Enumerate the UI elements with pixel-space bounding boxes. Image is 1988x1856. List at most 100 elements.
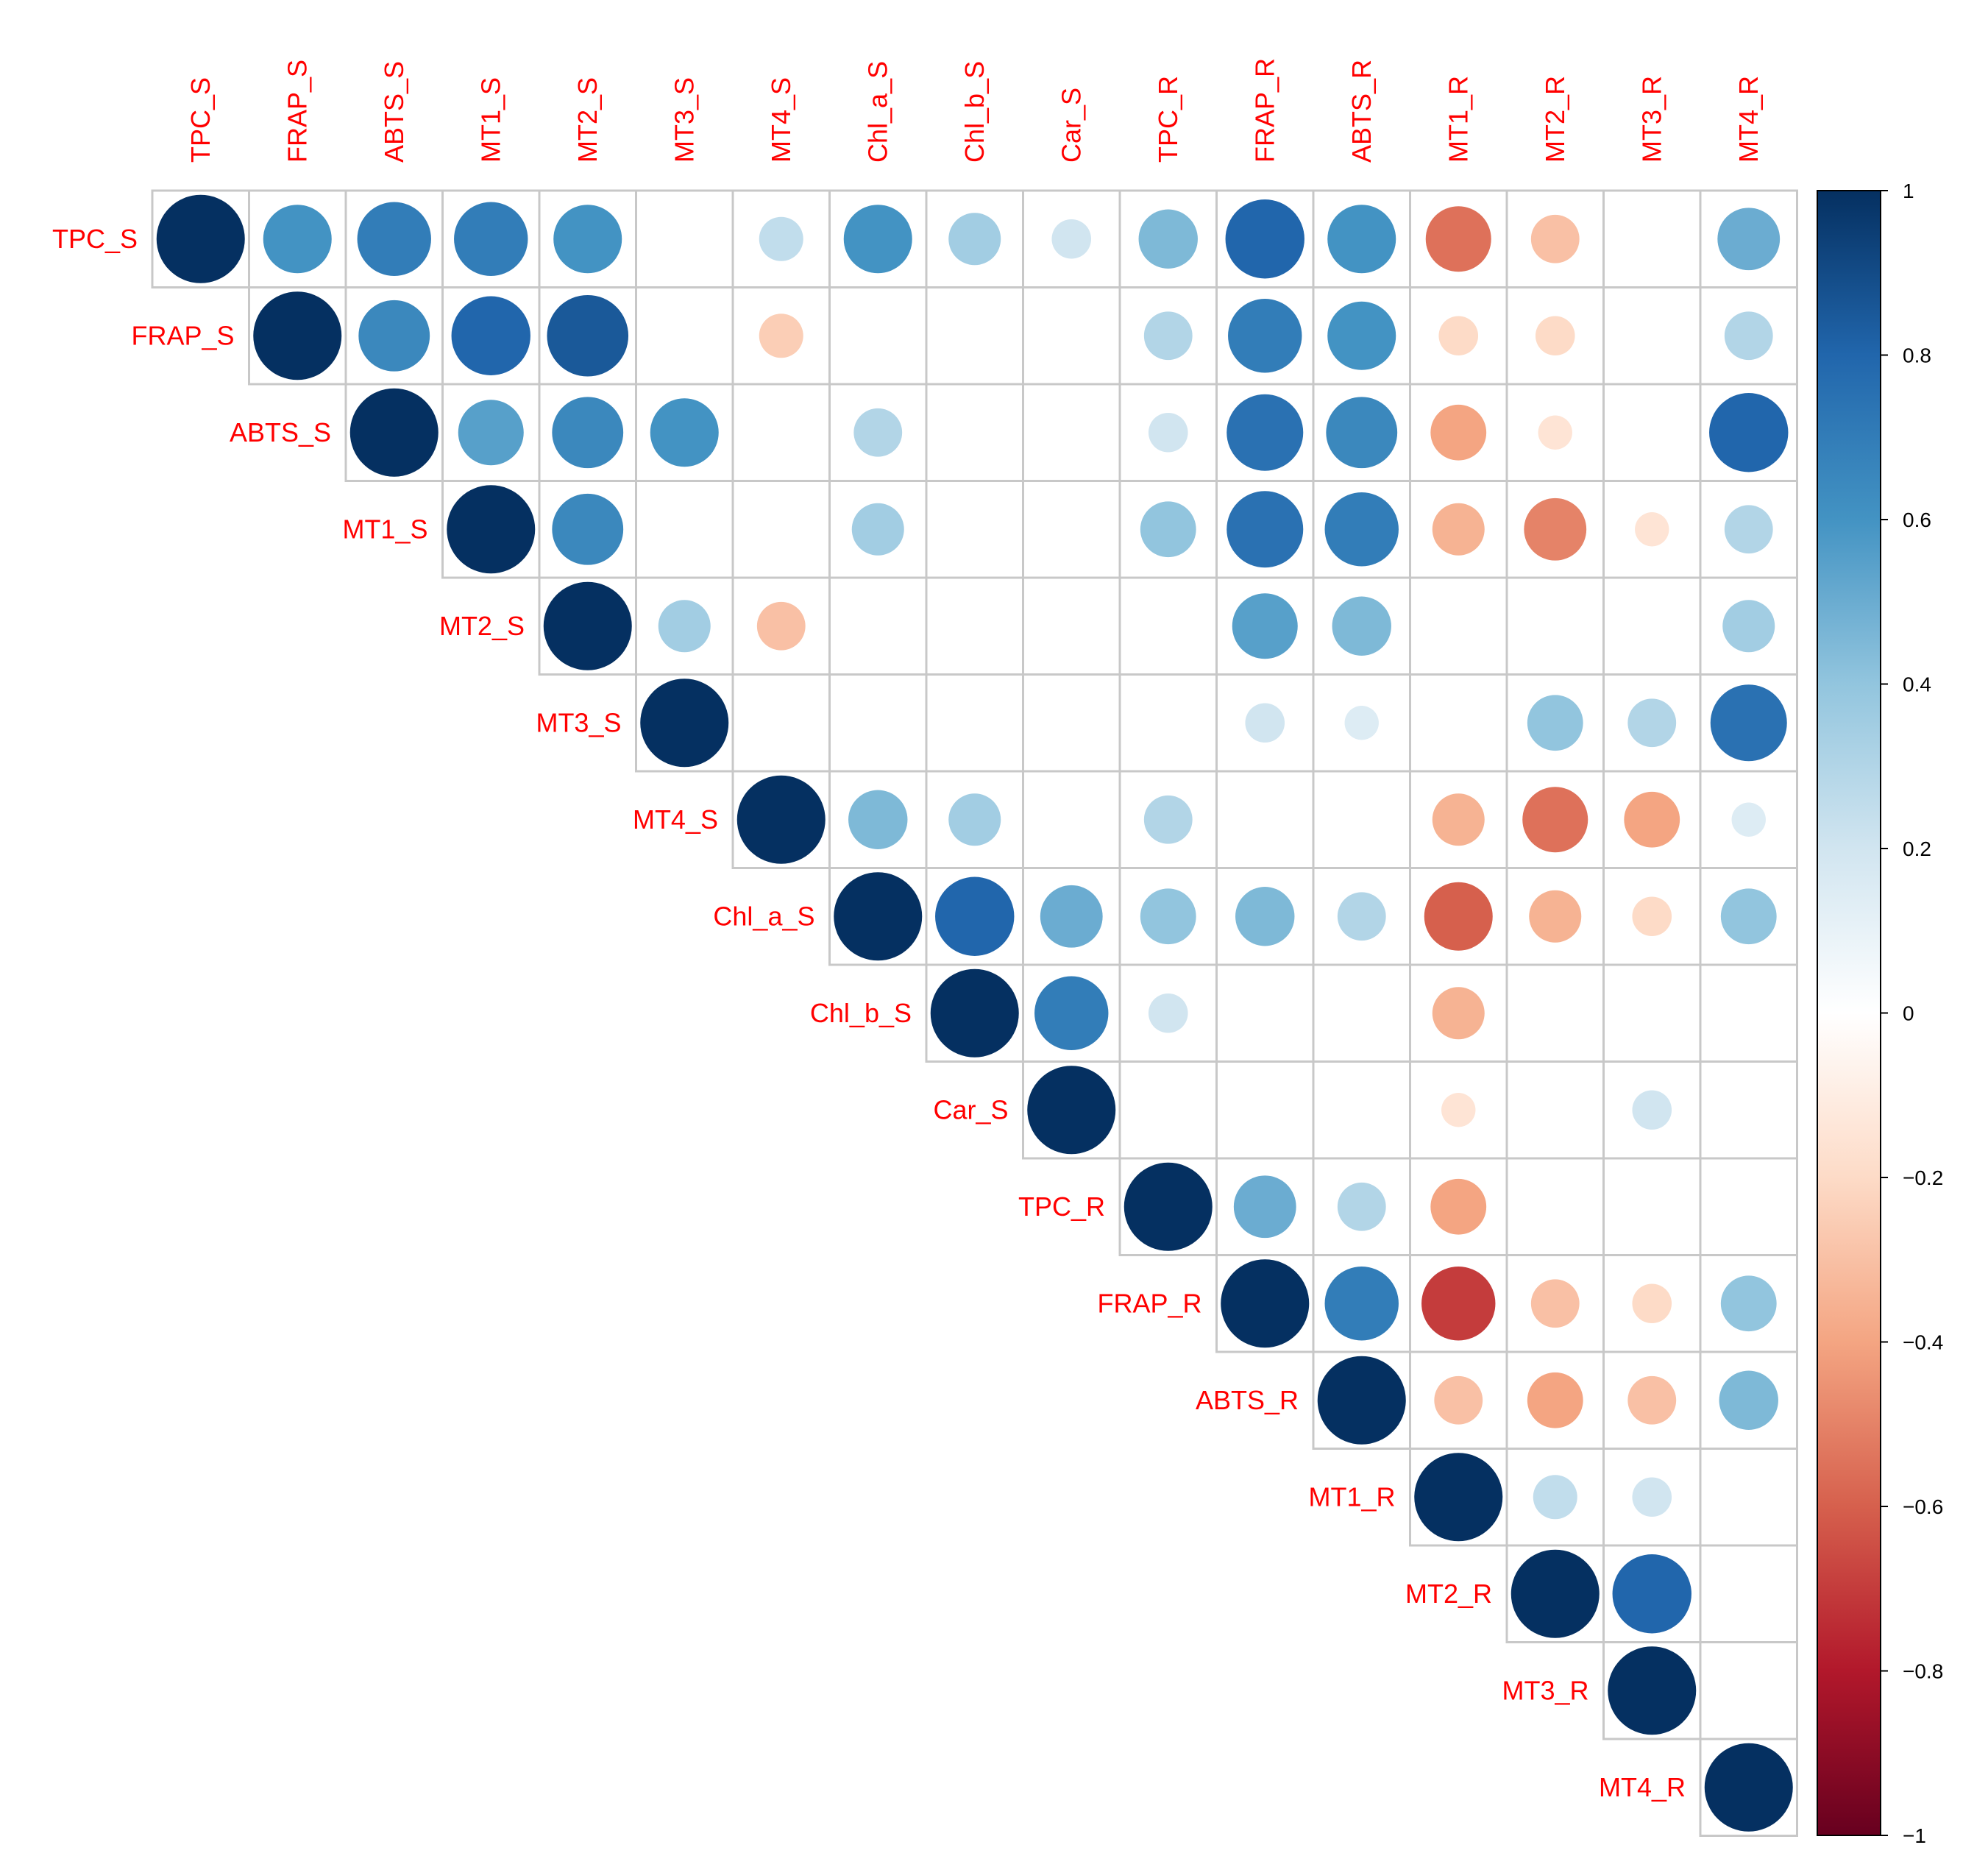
- row-label-ABTS_S: ABTS_S: [230, 417, 331, 447]
- corr-circle-MT3_S-MT3_R: [1627, 698, 1677, 748]
- corr-circle-MT2_S-FRAP_R: [1232, 593, 1298, 659]
- corr-circle-TPC_S-Chl_b_S: [948, 213, 1001, 266]
- grid-cell: [1215, 963, 1315, 1063]
- corr-circle-Chl_b_S-Car_S: [1034, 976, 1109, 1050]
- corr-circle-FRAP_S-FRAP_R: [1228, 299, 1302, 373]
- grid-cell: [1215, 770, 1315, 869]
- corr-circle-TPC_R-ABTS_R: [1337, 1182, 1386, 1231]
- corr-circle-MT2_S-MT2_S: [543, 581, 632, 670]
- grid-cell: [1022, 480, 1121, 579]
- corr-circle-FRAP_S-ABTS_S: [358, 300, 430, 372]
- corr-circle-MT2_S-MT3_S: [658, 600, 711, 653]
- grid-cell: [1312, 963, 1411, 1063]
- corr-circle-MT4_S-TPC_R: [1143, 795, 1193, 844]
- corr-circle-TPC_S-FRAP_S: [263, 205, 332, 274]
- corr-circle-TPC_R-MT1_R: [1430, 1178, 1487, 1235]
- grid-cell: [1505, 963, 1605, 1063]
- corr-circle-MT1_S-TPC_R: [1140, 501, 1196, 558]
- grid-cell: [1699, 1157, 1798, 1256]
- corr-circle-TPC_S-TPC_S: [156, 194, 245, 283]
- corr-circle-MT3_S-MT4_R: [1710, 684, 1787, 762]
- corr-circle-MT1_R-MT3_R: [1632, 1477, 1672, 1517]
- col-label-MT2_R: MT2_R: [1540, 76, 1570, 163]
- corr-circle-MT1_S-MT3_R: [1635, 512, 1669, 547]
- corr-circle-FRAP_S-FRAP_S: [253, 291, 342, 380]
- corr-circle-Chl_a_S-Car_S: [1040, 885, 1103, 948]
- label-layer: TPC_S FRAP_S ABTS_S MT1_S MT2_S MT3_S MT4_S Chl…: [52, 58, 1764, 1802]
- corr-circle-ABTS_S-MT3_S: [650, 398, 719, 467]
- corr-circle-MT4_S-MT1_R: [1432, 793, 1485, 846]
- grid-cell: [1602, 963, 1702, 1063]
- grid-cell: [635, 286, 734, 386]
- corr-circle-Chl_b_S-MT1_R: [1432, 987, 1485, 1040]
- col-label-MT4_S: MT4_S: [766, 77, 796, 163]
- corr-circle-Chl_a_S-MT4_R: [1720, 888, 1777, 945]
- col-label-MT3_R: MT3_R: [1636, 76, 1666, 163]
- corr-circle-ABTS_S-Chl_a_S: [853, 408, 903, 457]
- corr-circle-TPC_S-MT1_R: [1425, 206, 1491, 272]
- grid-cell: [1699, 963, 1798, 1063]
- corr-circle-Chl_b_S-Chl_b_S: [930, 968, 1019, 1058]
- corr-circle-TPC_S-MT2_S: [553, 205, 622, 274]
- legend-tick-label: −0.4: [1903, 1331, 1943, 1354]
- row-label-MT4_S: MT4_S: [633, 804, 718, 835]
- grid-cell: [925, 480, 1024, 579]
- grid-cell: [1699, 1641, 1798, 1740]
- grid-cell: [925, 673, 1024, 773]
- corr-circle-Chl_a_S-FRAP_R: [1235, 887, 1295, 946]
- corr-circle-MT3_S-MT3_S: [640, 679, 729, 768]
- corr-circle-Chl_a_S-ABTS_R: [1337, 892, 1386, 941]
- grid-cell: [828, 383, 928, 482]
- grid-cell: [1602, 383, 1702, 482]
- grid-cell: [1022, 286, 1121, 386]
- legend-tick-label: 1: [1903, 180, 1914, 202]
- grid-cell: [1699, 1448, 1798, 1547]
- corr-circle-TPC_S-MT2_R: [1530, 214, 1580, 263]
- corr-circle-FRAP_R-MT1_R: [1421, 1267, 1496, 1341]
- corr-circle-ABTS_S-MT4_R: [1709, 393, 1789, 472]
- grid-cell: [1312, 770, 1411, 869]
- row-label-MT1_S: MT1_S: [342, 514, 427, 544]
- grid-cell: [1118, 1060, 1218, 1160]
- corr-circle-MT3_R-MT3_R: [1608, 1646, 1697, 1735]
- col-label-ABTS_S: ABTS_S: [379, 61, 409, 163]
- legend-tick-label: 0.6: [1903, 509, 1931, 531]
- grid-cell: [1022, 576, 1121, 676]
- grid-cell: [1505, 1060, 1605, 1160]
- row-label-Chl_a_S: Chl_a_S: [713, 901, 814, 931]
- corr-circle-ABTS_R-MT2_R: [1527, 1372, 1583, 1428]
- corr-circle-TPC_S-FRAP_R: [1225, 199, 1304, 279]
- grid-cell: [635, 189, 734, 288]
- grid-cell: [1409, 576, 1508, 676]
- corr-circle-MT1_S-ABTS_R: [1324, 492, 1399, 567]
- corr-circle-MT2_S-ABTS_R: [1332, 596, 1391, 656]
- corr-circle-MT4_S-MT4_R: [1731, 802, 1766, 837]
- corr-circle-Chl_a_S-Chl_a_S: [834, 872, 923, 961]
- corr-circle-TPC_S-MT1_S: [454, 202, 528, 276]
- corr-circle-Chl_a_S-Chl_b_S: [935, 876, 1015, 956]
- grid-cell: [925, 576, 1024, 676]
- corr-circle-FRAP_R-MT4_R: [1720, 1275, 1777, 1332]
- row-label-TPC_R: TPC_R: [1018, 1191, 1105, 1222]
- grid-cell: [1022, 770, 1121, 869]
- corr-circle-MT4_S-Chl_b_S: [948, 793, 1001, 846]
- color-legend: 1 0.8 0.6 0.4 0.2 0 −0.2 −0.4 −0.6 −0.8 −1: [1817, 180, 1943, 1847]
- legend-tick-label: 0.2: [1903, 837, 1931, 860]
- corr-circle-Chl_b_S-TPC_R: [1148, 993, 1188, 1033]
- grid-cell: [1602, 286, 1702, 386]
- corr-circle-MT4_S-MT4_S: [736, 775, 826, 864]
- row-label-MT2_S: MT2_S: [439, 611, 525, 641]
- grid-cell: [1022, 383, 1121, 482]
- col-label-MT1_R: MT1_R: [1443, 76, 1473, 163]
- grid-cell: [1215, 1060, 1315, 1160]
- corr-circle-MT4_R-MT4_R: [1704, 1743, 1793, 1832]
- row-label-MT2_R: MT2_R: [1405, 1579, 1492, 1609]
- legend-tick-label: −0.2: [1903, 1166, 1943, 1189]
- corr-circle-Chl_a_S-TPC_R: [1140, 888, 1196, 945]
- corr-circle-ABTS_S-MT1_R: [1430, 404, 1487, 461]
- corr-circle-ABTS_R-MT3_R: [1627, 1375, 1677, 1425]
- grid-cell: [731, 383, 831, 482]
- legend-tick-label: 0.8: [1903, 344, 1931, 367]
- grid-cell: [925, 286, 1024, 386]
